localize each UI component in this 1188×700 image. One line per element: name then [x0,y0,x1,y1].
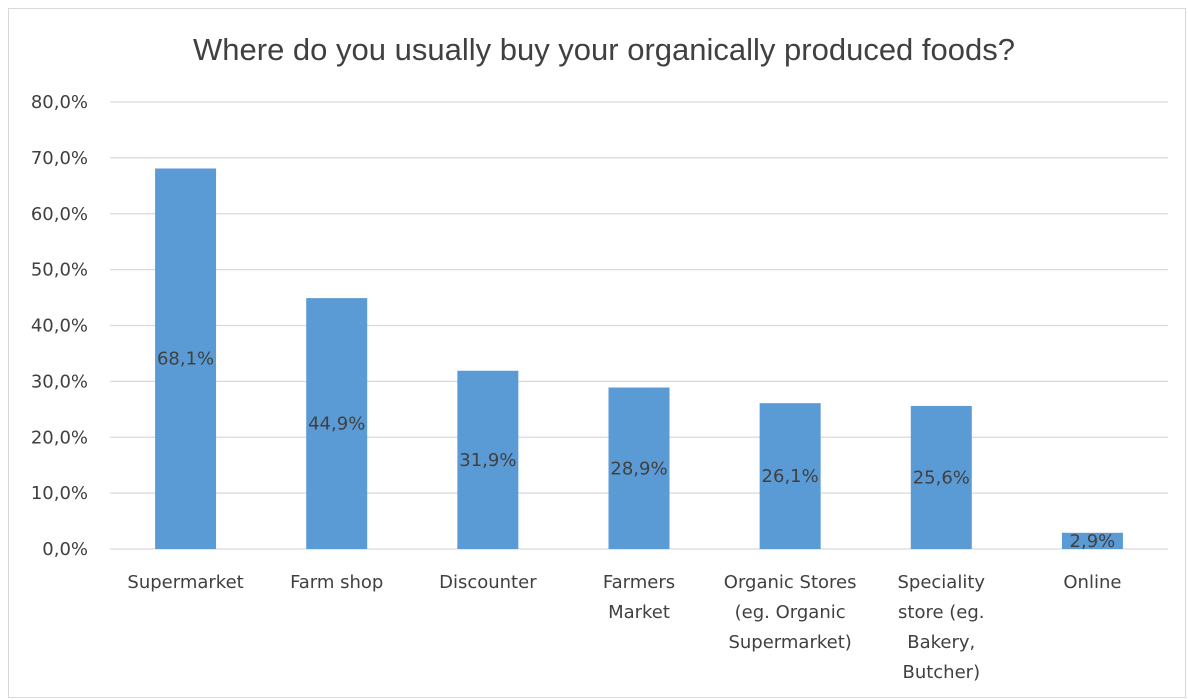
bar [457,370,519,549]
category-label: (eg. Organic [735,602,846,623]
category-label: Supermarket) [728,632,851,653]
chart-title: Where do you usually buy your organicall… [193,32,1015,67]
y-tick-label: 0,0% [42,539,88,560]
data-label: 28,9% [610,458,667,479]
y-tick-label: 20,0% [31,427,88,448]
bar [759,403,821,549]
category-label: Organic Stores [724,572,857,593]
data-label: 26,1% [762,466,819,487]
data-label: 2,9% [1070,531,1116,552]
y-tick-label: 10,0% [31,483,88,504]
category-label: Online [1063,572,1121,593]
y-tick-label: 60,0% [31,204,88,225]
y-tick-label: 70,0% [31,148,88,169]
data-label: 68,1% [157,349,214,370]
y-tick-label: 30,0% [31,371,88,392]
y-tick-label: 50,0% [31,260,88,281]
category-label: Butcher) [902,662,980,683]
category-label: Farm shop [290,572,383,593]
y-tick-label: 40,0% [31,316,88,337]
data-label: 44,9% [308,414,365,435]
category-label: Discounter [439,572,537,593]
category-label: Bakery, [907,632,975,653]
data-label: 25,6% [913,467,970,488]
y-tick-label: 80,0% [31,92,88,113]
bar [155,168,217,549]
category-label: Speciality [897,572,985,593]
category-label: Market [608,602,670,623]
bar [306,298,368,549]
category-label: store (eg. [898,602,985,623]
data-label: 31,9% [459,450,516,471]
bar [910,405,972,549]
category-label: Farmers [603,572,675,593]
category-label: Supermarket [127,572,243,593]
bar [1061,532,1123,549]
bar [608,387,670,549]
